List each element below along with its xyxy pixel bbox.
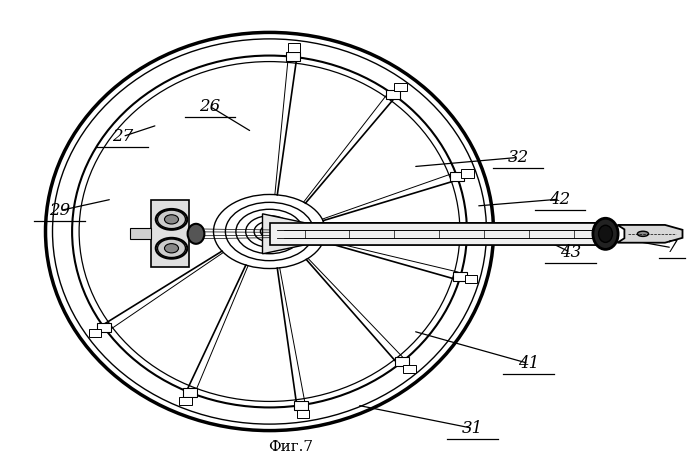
Ellipse shape [637,231,648,237]
Text: 42: 42 [550,191,570,207]
Bar [609,228,617,240]
Bar [461,169,474,178]
Text: 7: 7 [666,239,678,256]
Bar [465,275,477,283]
Ellipse shape [188,224,204,244]
Text: 31: 31 [462,420,483,437]
Bar [286,52,300,62]
Polygon shape [617,225,682,243]
Bar [183,388,197,397]
Ellipse shape [158,239,186,257]
Polygon shape [262,214,602,254]
Bar [454,272,468,281]
Bar [288,44,300,52]
Bar [130,228,150,239]
Bar [297,410,309,419]
Text: 43: 43 [560,244,581,261]
Bar [395,357,409,367]
Bar [394,83,407,91]
Bar [270,223,609,245]
Text: 27: 27 [112,128,133,145]
Bar [150,200,189,267]
Ellipse shape [164,215,178,224]
Text: 32: 32 [508,149,528,166]
Bar [97,323,111,332]
Ellipse shape [164,244,178,253]
Ellipse shape [158,210,186,229]
Bar [403,364,416,373]
Bar [294,400,308,410]
Bar [450,172,464,181]
Text: 29: 29 [49,202,70,219]
Bar [386,90,400,99]
Text: 41: 41 [518,355,539,372]
Ellipse shape [593,218,618,250]
Bar [179,397,192,405]
Text: 26: 26 [199,98,220,115]
Ellipse shape [598,225,612,242]
Bar [89,329,102,337]
Text: Фиг.7: Фиг.7 [268,440,313,454]
